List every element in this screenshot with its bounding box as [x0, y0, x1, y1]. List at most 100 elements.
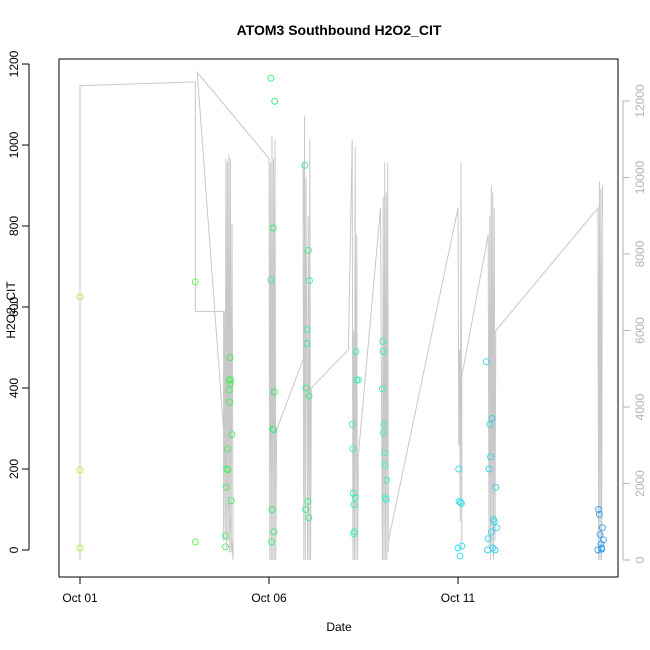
- data-point: [268, 506, 276, 513]
- data-point: [598, 545, 606, 553]
- data-point: [490, 518, 498, 526]
- data-point: [493, 524, 501, 532]
- overlay-lines: [79, 70, 603, 561]
- data-point: [227, 497, 235, 505]
- data-point: [482, 358, 490, 366]
- data-point: [594, 546, 602, 554]
- data-point: [226, 354, 234, 362]
- x-tick-label: Oct 01: [62, 591, 98, 605]
- data-point: [270, 426, 277, 434]
- axes: 0200400600800100012000200040006000800010…: [7, 50, 647, 605]
- data-point: [487, 453, 494, 461]
- data-point: [302, 506, 310, 513]
- data-point: [222, 532, 229, 540]
- y-left-tick-label: 400: [7, 378, 21, 398]
- y-left-tick-label: 0: [7, 546, 21, 553]
- overlay-line: [79, 70, 603, 561]
- data-point: [598, 524, 606, 532]
- plot-box: [58, 58, 619, 578]
- data-point: [305, 277, 313, 285]
- data-point: [454, 544, 462, 552]
- data-point: [489, 544, 497, 552]
- data-point: [301, 161, 309, 169]
- data-point: [305, 392, 313, 400]
- data-point: [457, 498, 465, 506]
- data-point: [492, 483, 500, 491]
- data-point: [348, 420, 356, 428]
- data-point: [304, 246, 312, 254]
- data-point: [381, 449, 389, 457]
- data-point: [267, 74, 275, 82]
- data-point: [303, 339, 311, 347]
- data-point: [382, 495, 390, 503]
- data-points: [76, 74, 607, 560]
- data-point: [228, 431, 236, 439]
- y-left-tick-label: 200: [7, 459, 21, 479]
- data-point: [595, 506, 603, 513]
- data-point: [352, 348, 360, 355]
- data-point: [380, 429, 387, 437]
- data-point: [487, 528, 495, 536]
- data-point: [226, 380, 234, 388]
- data-point: [379, 337, 387, 345]
- data-point: [226, 398, 234, 406]
- data-point: [223, 445, 231, 453]
- data-point: [302, 384, 310, 392]
- y-left-tick-label: 1000: [7, 131, 21, 158]
- y-right-tick-label: 6000: [633, 317, 647, 344]
- data-point: [600, 536, 607, 544]
- data-point: [349, 445, 357, 453]
- data-point: [223, 465, 231, 473]
- data-point: [380, 420, 388, 428]
- data-point: [350, 501, 358, 509]
- data-point: [222, 543, 229, 551]
- y-left-tick-label: 600: [7, 297, 21, 317]
- data-point: [268, 538, 276, 546]
- y-left-tick-label: 1200: [7, 50, 21, 77]
- data-point: [227, 376, 235, 384]
- data-point: [222, 483, 230, 491]
- data-point: [379, 348, 387, 355]
- data-point: [271, 97, 279, 105]
- data-point: [270, 528, 278, 536]
- data-point: [303, 325, 311, 333]
- data-point: [488, 414, 496, 422]
- data-point: [76, 293, 84, 301]
- data-point: [350, 528, 358, 536]
- data-point: [485, 465, 493, 473]
- y-axis-label: H2O2_CIT: [4, 281, 18, 339]
- data-point: [486, 420, 494, 428]
- data-point: [456, 552, 464, 560]
- y-right-tick-label: 8000: [633, 240, 647, 267]
- y-right-tick-label: 12000: [633, 84, 647, 118]
- data-point: [225, 376, 233, 384]
- data-point: [457, 499, 465, 507]
- data-point: [596, 531, 604, 539]
- data-point: [458, 542, 466, 550]
- data-point: [381, 461, 389, 469]
- y-left-tick-label: 800: [7, 216, 21, 236]
- data-point: [267, 276, 275, 284]
- y-right-tick-label: 2000: [633, 470, 647, 497]
- data-point: [270, 388, 278, 396]
- data-point: [349, 489, 357, 497]
- chart-title: ATOM3 Southbound H2O2_CIT: [237, 22, 442, 38]
- x-tick-label: Oct 06: [251, 591, 287, 605]
- data-point: [484, 535, 492, 543]
- data-point: [224, 466, 232, 474]
- data-point: [455, 497, 463, 505]
- data-point: [191, 278, 199, 286]
- data-point: [269, 224, 277, 232]
- data-point: [305, 514, 313, 522]
- y-right-tick-label: 0: [633, 556, 647, 563]
- data-point: [455, 465, 463, 473]
- data-point: [351, 493, 359, 501]
- data-point: [378, 385, 386, 393]
- data-point: [491, 546, 499, 554]
- data-point: [191, 538, 199, 546]
- data-point: [595, 510, 603, 518]
- data-point: [304, 497, 312, 505]
- data-point: [76, 544, 84, 552]
